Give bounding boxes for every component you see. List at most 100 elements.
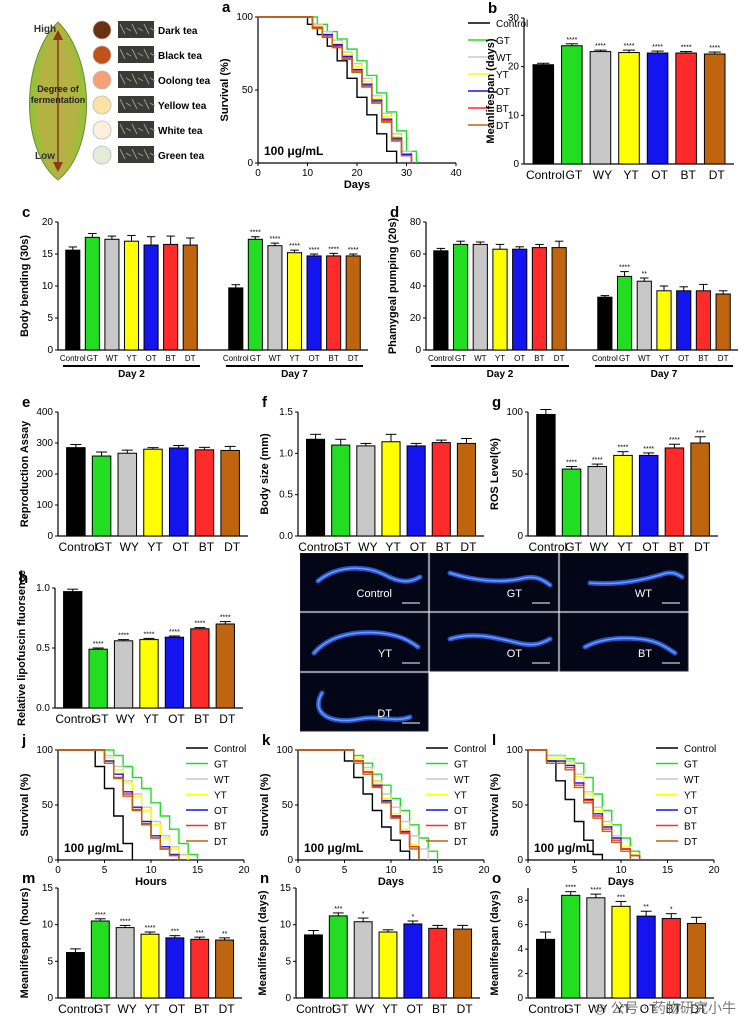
significance-stars: **** [250,230,261,237]
y-axis-label: Relative lipofuscin fluorsence [16,570,28,726]
x-tick-label: 0 [55,865,61,876]
bar-ot-o [636,915,656,999]
bar-control-d [433,250,449,351]
x-tick-label: BT [432,1002,448,1016]
tea-leaf-photo-icon [118,46,154,63]
chart-l: 0 50 100 Survival (%) l 0 5 10 15 20 Days 100 μg/mL… [489,732,720,888]
legend-label: WT [684,775,700,786]
y-tick-label: 4 [517,944,523,955]
x-tick-label: WT [269,354,282,363]
panel-letter: g [492,394,501,411]
y-tick-label: 100 [506,745,523,756]
y-axis-label: Meanlifespan (days) [485,38,497,143]
legend-label: DT [454,837,467,848]
tea-leaf-texture [119,98,126,110]
bar-dt-n [453,928,473,999]
chart-m: 0 5 10 15 Meanlifespan (hours)m Control **** GT… [19,870,242,1016]
y-tick-label: 2 [517,969,523,980]
tea-leaf-texture [131,73,138,85]
panel-letter: l [492,732,496,749]
x-tick-label: 40 [450,168,462,179]
significance-stars: ** [642,271,648,278]
tea-leaf-texture [119,73,126,85]
tea-leaf-photo-icon [118,146,154,163]
y-tick-label: 40 [410,281,422,292]
bar-yt-f [381,441,401,537]
tea-name: Green tea [158,151,205,162]
tea-leaf-texture [137,102,144,107]
x-tick-label: BT [199,540,215,554]
bar-wy-h [113,640,134,709]
x-tick-label: YT [623,168,639,182]
bar-yt-d [492,248,508,351]
bar-wy-e [117,452,138,537]
micro-cell-dt: DT [299,672,429,732]
y-tick-label: 0 [47,531,53,542]
legend-label: OT [496,87,510,98]
y-tick-label: 0 [415,345,421,356]
y-tick-label: 50 [512,800,524,811]
series-dt-l [528,749,631,860]
bar-ot-d [676,290,692,351]
bar-wt-d [472,243,488,351]
legend-label: GT [214,760,228,771]
x-axis-label: Days [378,876,404,888]
bar-bt-n [428,927,448,999]
y-tick-label: 10 [42,281,54,292]
bar-dt-m [215,939,235,999]
series-dt-k [298,749,420,860]
x-axis-label: Days [608,876,634,888]
bar-gt-c [247,238,263,351]
significance-stars: *** [334,906,342,913]
x-tick-label: YT [289,354,299,363]
micro-label: WT [635,588,652,600]
x-tick-label: GT [334,540,351,554]
y-tick-label: 0 [247,158,253,169]
y-tick-label: 1.0 [36,583,50,594]
y-tick-label: 20 [410,313,422,324]
x-tick-label: 15 [192,865,204,876]
micro-label: GT [507,588,523,600]
y-tick-label: 10 [280,920,292,931]
bar-wt-d [636,280,652,351]
tea-leaf-texture [119,23,126,35]
panel-letter: d [390,204,399,221]
x-tick-label: WY [117,1002,136,1016]
x-tick-label: DT [554,354,565,363]
x-tick-label: 20 [351,168,363,179]
x-tick-label: 10 [615,865,627,876]
tea-leaf-texture [149,152,156,157]
legend-label: Control [496,19,528,30]
micro-label: Control [357,588,392,600]
tea-leaf-texture [137,152,144,157]
bar-ot-c [306,255,322,351]
significance-stars: **** [309,247,320,254]
y-tick-label: 1.5 [279,407,293,418]
x-tick-label: DT [185,354,196,363]
bar-ot-n [403,923,423,999]
bar-dt-f [456,442,476,537]
significance-stars: **** [145,925,156,932]
chart-j: 0 50 100 Survival (%) j 0 5 10 15 20 Hours 100 μg/m… [19,732,250,888]
y-tick-label: 100 [236,12,253,23]
y-tick-label: 8 [517,895,523,906]
bar-yt-g [613,454,633,537]
chart-h: 0.0 0.5 1.0 Relative lipofuscin fluorsenceh… [16,570,243,726]
significance-stars: **** [590,887,601,894]
significance-stars: **** [93,641,104,648]
x-tick-label: DT [690,1002,707,1016]
panel-letter: a [222,0,231,16]
tea-leaf-texture [149,27,156,32]
y-tick-label: 0 [47,345,53,356]
micro-cell-gt: GT [429,552,559,612]
x-tick-label: BT [534,354,544,363]
x-tick-label: Control [592,354,618,363]
bar-dt-e [220,449,240,537]
x-tick-label: BT [194,712,210,726]
legend-label: WT [214,775,230,786]
series-control-j [58,749,134,860]
bar-gt-e [91,455,112,537]
significance-stars: *** [696,430,704,437]
x-tick-label: OT [309,354,320,363]
tea-leaf-texture [131,23,138,35]
